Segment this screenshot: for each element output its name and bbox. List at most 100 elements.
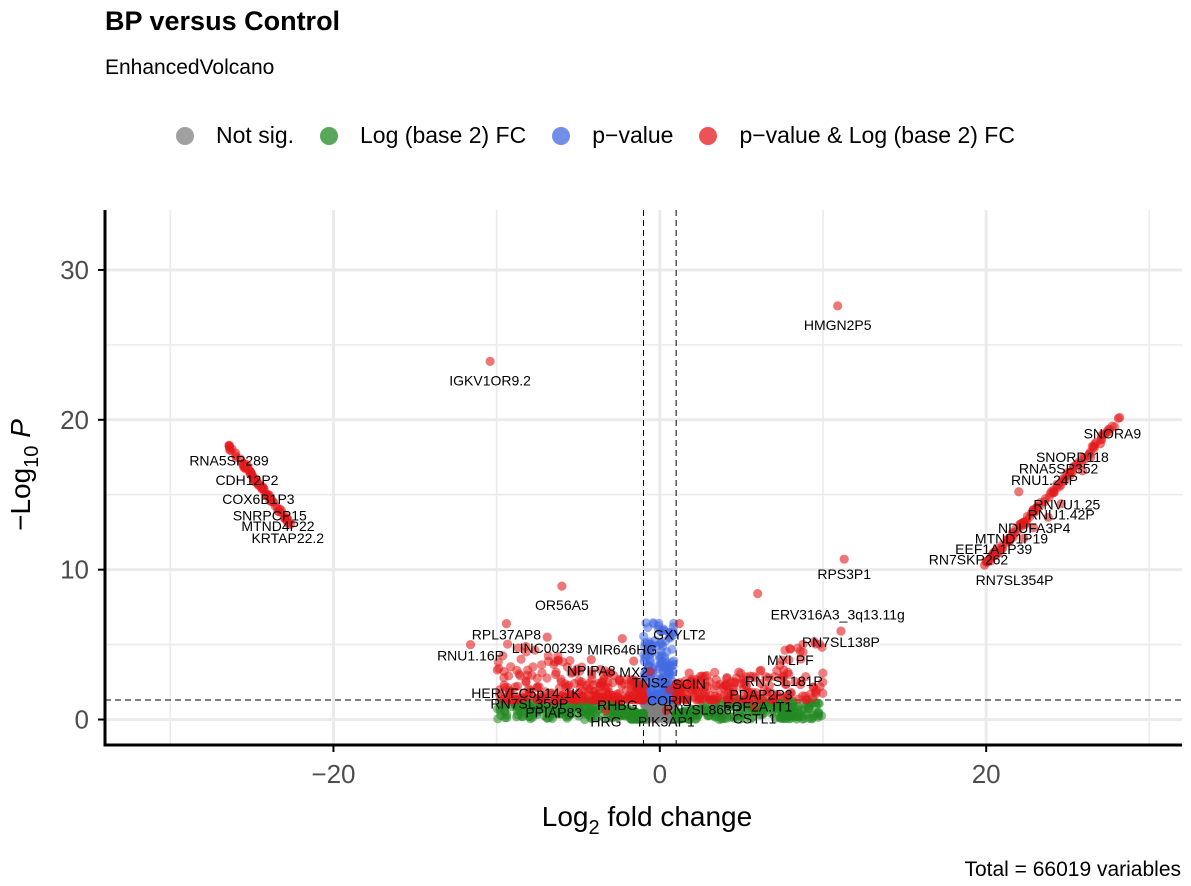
point-pvalue-and-log2fc — [532, 682, 543, 692]
labeled-point — [224, 440, 234, 450]
legend-item-pvalue: p−value — [552, 122, 673, 149]
labeled-point — [839, 554, 849, 564]
point-log2fc — [800, 709, 811, 719]
gene-label: CDH12P2 — [215, 472, 278, 488]
axis-ticks: −20 0 20 0 10 20 30 — [60, 255, 1001, 789]
gene-label: MX2 — [619, 664, 648, 680]
point-pvalue-and-log2fc — [818, 668, 828, 678]
labeled-point — [1086, 452, 1096, 462]
point-pvalue — [659, 625, 669, 635]
point-log2fc — [535, 702, 545, 712]
point-pvalue-and-log2fc — [515, 671, 525, 681]
labeled-point — [465, 639, 476, 650]
labeled-point — [586, 654, 596, 665]
point-pvalue-and-log2fc — [549, 659, 559, 670]
x-tick-label: −20 — [311, 759, 355, 789]
gene-label: NPIPA8 — [567, 663, 616, 679]
point-pvalue-and-log2fc — [734, 667, 744, 677]
point-pvalue-and-log2fc — [561, 682, 571, 692]
y-tick-label: 30 — [60, 255, 89, 285]
point-pvalue-and-log2fc — [558, 693, 568, 703]
labeled-point — [753, 690, 763, 701]
point-log2fc — [582, 708, 592, 718]
point-pvalue-and-log2fc — [817, 642, 827, 652]
point-log2fc — [611, 712, 622, 722]
point-log2fc — [690, 710, 700, 721]
point-pvalue-and-log2fc — [700, 681, 710, 692]
point-pvalue — [663, 668, 673, 679]
point-pvalue-and-log2fc — [537, 668, 547, 678]
labeled-point — [242, 460, 252, 470]
gene-label: RN7SL354P — [976, 572, 1054, 588]
point-pvalue-and-log2fc — [989, 551, 999, 561]
point-pvalue-and-log2fc — [790, 677, 800, 687]
gene-label: RHBG — [597, 697, 637, 713]
point-log2fc — [591, 713, 601, 723]
gene-label: OR56A5 — [535, 597, 589, 613]
labeled-point — [1014, 487, 1024, 497]
labeled-point — [542, 632, 552, 642]
point-pvalue-and-log2fc — [577, 677, 587, 687]
point-pvalue-and-log2fc — [567, 667, 578, 678]
gene-label: MTND1P19 — [975, 531, 1048, 547]
gene-label: GXYLT2 — [653, 627, 706, 643]
point-pvalue-and-log2fc — [677, 693, 687, 703]
labeled-point — [612, 689, 622, 699]
y-axis-label-main: −Log — [5, 468, 36, 531]
point-pvalue-and-log2fc — [777, 655, 788, 665]
gene-label: RN7SL138P — [802, 634, 880, 650]
point-log2fc — [757, 706, 767, 716]
point-pvalue-and-log2fc — [589, 695, 599, 705]
point-pvalue — [640, 641, 650, 652]
y-axis-label-subscript: 10 — [21, 446, 43, 468]
labeled-point — [524, 687, 534, 698]
point-pvalue-and-log2fc — [722, 673, 732, 683]
point-pvalue-and-log2fc — [711, 681, 721, 691]
gene-label: RNA5SP289 — [189, 452, 269, 468]
point-pvalue-and-log2fc — [770, 671, 780, 682]
gene-label: SNRPCP15 — [233, 508, 307, 524]
labeled-point — [1113, 413, 1123, 423]
gene-label: SCIN — [672, 676, 705, 692]
gene-label: HMGN2P5 — [804, 317, 872, 333]
point-pvalue-and-log2fc — [768, 693, 779, 704]
point-pvalue-and-log2fc — [584, 678, 595, 688]
legend-item-not-sig: Not sig. — [176, 122, 294, 149]
point-pvalue — [649, 619, 659, 629]
point-pvalue-and-log2fc — [815, 682, 825, 692]
point-pvalue-and-log2fc — [796, 654, 806, 664]
labeled-point — [674, 619, 685, 629]
legend-label: p−value & Log (base 2) FC — [739, 122, 1015, 148]
point-pvalue-and-log2fc — [794, 694, 804, 704]
labeled-point — [833, 301, 843, 311]
point-pvalue-and-log2fc — [741, 680, 751, 690]
gene-label: HRG — [590, 714, 621, 730]
point-log2fc — [767, 709, 777, 719]
gene-label: NDUFA3P4 — [998, 520, 1071, 536]
gene-label: RNU1.16P — [437, 648, 504, 664]
point-log2fc — [678, 707, 688, 718]
point-pvalue — [641, 651, 651, 661]
point-pvalue-and-log2fc — [513, 643, 523, 653]
point-log2fc — [574, 711, 584, 721]
point-pvalue-and-log2fc — [550, 669, 561, 680]
gene-label: RNA5SP352 — [1019, 460, 1099, 476]
point-pvalue-and-log2fc — [505, 695, 515, 705]
point-pvalue-and-log2fc — [537, 660, 547, 670]
gene-label: LINC00239 — [512, 640, 583, 656]
point-log2fc — [517, 709, 527, 719]
gene-label: ERV316A3_3q13.11g — [771, 607, 905, 623]
y-axis-label-tail: P — [5, 419, 36, 446]
x-axis-label: Log2 fold change — [542, 801, 752, 839]
gene-label: RN7SL359P — [490, 696, 568, 712]
x-axis-label-main: Log — [542, 801, 589, 832]
point-pvalue — [660, 636, 671, 646]
point-pvalue-and-log2fc — [523, 665, 533, 675]
labeled-point — [836, 626, 846, 636]
labeled-point — [645, 666, 655, 677]
point-pvalue-and-log2fc — [1098, 429, 1108, 439]
point-pvalue-and-log2fc — [502, 639, 513, 649]
legend-item-pvalue-and-log2fc: p−value & Log (base 2) FC — [699, 122, 1015, 149]
chart-title: BP versus Control — [105, 6, 341, 36]
legend-label: Not sig. — [216, 122, 295, 148]
